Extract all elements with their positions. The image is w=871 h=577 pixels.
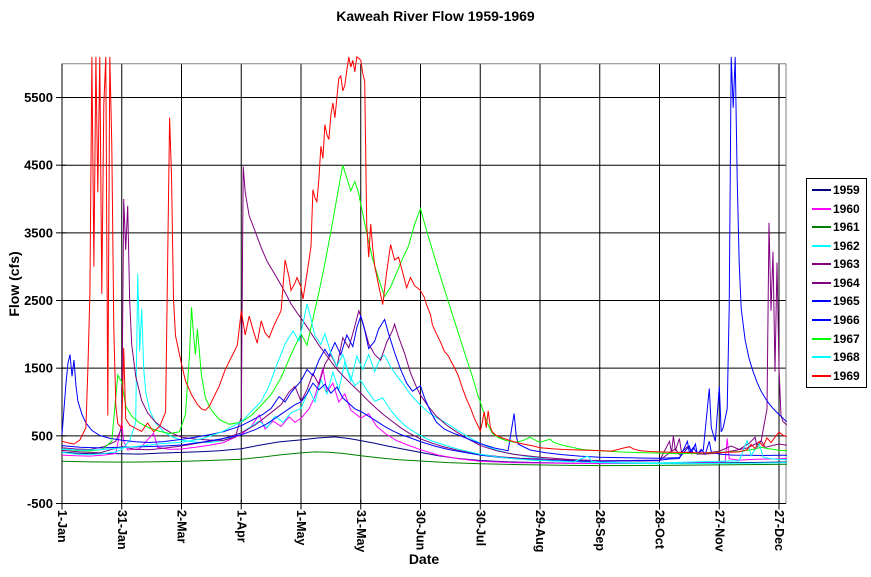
legend-item-1968: 1968 [807, 349, 866, 366]
legend-line-sample [812, 189, 831, 192]
legend-item-label: 1965 [833, 294, 860, 309]
y-tick-label: 500 [31, 428, 53, 443]
y-tick-label: 2500 [24, 293, 53, 308]
legend-line-sample [812, 244, 831, 247]
legend: 1959 1960 1961 1962 1963 1964 1965 1966 1967 1968… [806, 178, 867, 388]
legend-item-1966: 1966 [807, 311, 866, 328]
legend-line-sample [812, 300, 831, 303]
x-tick-label: 29-Aug [533, 510, 547, 552]
legend-item-label: 1964 [833, 275, 860, 290]
x-tick-label: 31-Jan [115, 510, 129, 550]
series-line-1967 [61, 165, 787, 455]
legend-item-1969: 1969 [807, 367, 866, 384]
legend-item-label: 1959 [833, 183, 860, 198]
y-tick-label: 3500 [24, 225, 53, 240]
legend-line-sample [812, 263, 831, 266]
legend-item-1964: 1964 [807, 274, 866, 291]
legend-item-1959: 1959 [807, 182, 866, 199]
x-tick-label: 2-Mar [175, 510, 189, 543]
legend-line-sample [812, 207, 831, 210]
chart-title: Kaweah River Flow 1959-1969 [336, 8, 535, 24]
series-line-1968 [61, 303, 787, 464]
legend-line-sample [812, 337, 831, 340]
legend-line-sample [812, 356, 831, 359]
x-axis-title: Date [408, 551, 440, 567]
legend-item-1967: 1967 [807, 330, 866, 347]
legend-line-sample [812, 226, 831, 229]
legend-item-1963: 1963 [807, 256, 866, 273]
x-tick-label: 1-Jan [55, 510, 69, 543]
y-tick-label: 1500 [24, 361, 53, 376]
legend-item-label: 1967 [833, 331, 860, 346]
x-tick-label: 30-Jun [414, 510, 428, 550]
legend-item-label: 1966 [833, 312, 860, 327]
legend-item-label: 1969 [833, 368, 860, 383]
series-line-1960 [61, 368, 787, 465]
y-tick-label: 4500 [24, 158, 53, 173]
x-tick-label: 28-Oct [653, 510, 667, 550]
x-tick-label: 27-Dec [772, 510, 786, 551]
y-tick-label: 5500 [24, 90, 53, 105]
legend-item-1962: 1962 [807, 237, 866, 254]
series-line-1965 [61, 314, 787, 459]
series-line-1969 [61, 56, 787, 454]
x-tick-label: 27-Nov [712, 510, 726, 552]
series-line-1966 [61, 56, 787, 462]
y-axis-title: Flow (cfs) [6, 251, 22, 317]
x-tick-label: 1-Apr [234, 510, 248, 543]
x-tick-label: 31-May [354, 510, 368, 552]
legend-item-label: 1962 [833, 238, 860, 253]
legend-item-1960: 1960 [807, 200, 866, 217]
series-line-1963 [61, 222, 787, 462]
legend-item-1961: 1961 [807, 219, 866, 236]
series-line-1961 [61, 451, 787, 467]
x-tick-label: 30-Jul [473, 510, 487, 546]
legend-item-label: 1968 [833, 350, 860, 365]
x-tick-label: 28-Sep [593, 510, 607, 551]
x-tick-label: 1-May [294, 510, 308, 545]
legend-item-label: 1961 [833, 220, 860, 235]
legend-line-sample [812, 318, 831, 321]
legend-item-label: 1963 [833, 257, 860, 272]
legend-line-sample [812, 281, 831, 284]
legend-item-label: 1960 [833, 201, 860, 216]
legend-item-1965: 1965 [807, 293, 866, 310]
series-line-1964 [61, 166, 787, 462]
y-tick-label: -500 [27, 496, 53, 511]
legend-line-sample [812, 374, 831, 377]
series-group [61, 56, 787, 467]
